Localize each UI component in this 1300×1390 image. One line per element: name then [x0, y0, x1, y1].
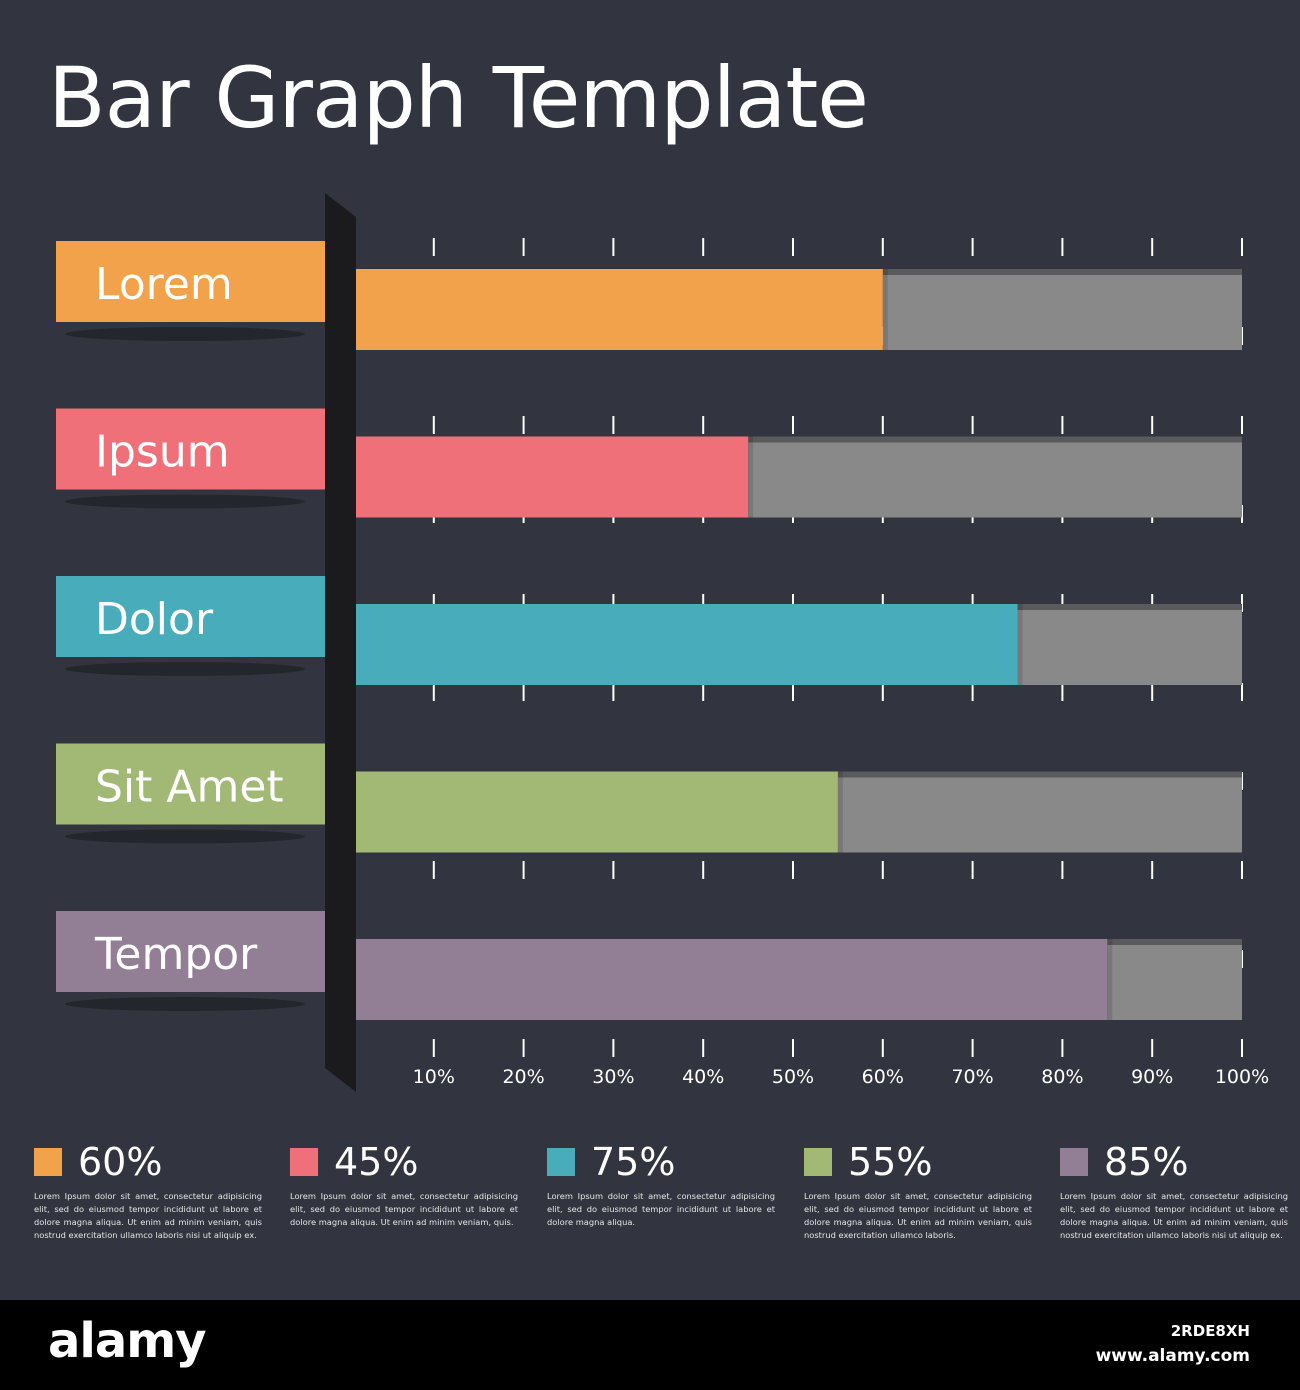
- bar-chart: Lorem Ipsum Dolor Sit Amet Tempor 10% 20% 30% 40…: [56, 193, 1269, 1092]
- category-label: Lorem: [95, 259, 233, 310]
- bar-edge-shadow: [837, 771, 843, 853]
- legend-value-3: 75%: [591, 1140, 676, 1184]
- axis-spine: [325, 193, 356, 1092]
- legend-value-4: 55%: [848, 1140, 933, 1184]
- legend-item-5: 85% Lorem Ipsum dolor sit amet, consecte…: [1060, 1138, 1288, 1242]
- legend-item-1: 60% Lorem Ipsum dolor sit amet, consecte…: [34, 1138, 262, 1242]
- chart-title: Bar Graph Template: [48, 49, 869, 147]
- legend-swatch-4: [804, 1148, 832, 1176]
- brand-logo: alamy: [48, 1313, 207, 1369]
- legend-value-5: 85%: [1104, 1140, 1189, 1184]
- category-label-box: [56, 743, 326, 825]
- site-url: www.alamy.com: [1095, 1346, 1250, 1366]
- bar-2: [356, 436, 749, 518]
- label-shadow: [65, 662, 305, 676]
- bar-4: [356, 771, 838, 853]
- bar-5: [356, 939, 1108, 1020]
- legend-value-1: 60%: [78, 1140, 163, 1184]
- category-label: Tempor: [94, 929, 258, 980]
- legend: 60% Lorem Ipsum dolor sit amet, consecte…: [34, 1138, 1288, 1258]
- bar-edge-shadow: [748, 436, 754, 518]
- legend-description-5: Lorem Ipsum dolor sit amet, consectetur …: [1060, 1191, 1288, 1240]
- bar-remainder-top: [1107, 939, 1242, 945]
- x-tick-label-2: 20%: [502, 1066, 544, 1088]
- bar-remainder-top: [882, 269, 1242, 275]
- bar-1: [356, 269, 883, 350]
- bar-edge-shadow: [1107, 939, 1113, 1020]
- label-shadow: [65, 829, 305, 844]
- legend-swatch-2: [290, 1148, 318, 1176]
- category-label: Sit Amet: [95, 762, 284, 813]
- x-tick-label-4: 40%: [682, 1066, 724, 1088]
- category-label-box: [56, 241, 326, 322]
- bar-edge-shadow: [1017, 604, 1023, 685]
- legend-item-4: 55% Lorem Ipsum dolor sit amet, consecte…: [804, 1138, 1032, 1242]
- legend-value-2: 45%: [334, 1140, 419, 1184]
- legend-swatch-5: [1060, 1148, 1088, 1176]
- bar-remainder: [1017, 604, 1242, 685]
- image-id: 2RDE8XH: [1170, 1322, 1250, 1340]
- x-tick-label-9: 90%: [1131, 1066, 1173, 1088]
- legend-swatch-3: [547, 1148, 575, 1176]
- legend-swatch-1: [34, 1148, 62, 1176]
- x-tick-label-8: 80%: [1041, 1066, 1083, 1088]
- bar-remainder-top: [1017, 604, 1242, 610]
- category-label-box: [56, 911, 326, 992]
- bar-remainder: [748, 436, 1242, 518]
- bar-remainder: [882, 269, 1242, 350]
- category-label: Dolor: [95, 594, 214, 645]
- category-label: Ipsum: [95, 427, 230, 478]
- bar-remainder-top: [748, 436, 1242, 443]
- x-tick-label-1: 10%: [413, 1066, 455, 1088]
- label-shadow: [65, 327, 305, 341]
- category-label-box: [56, 408, 326, 490]
- x-tick-label-6: 60%: [862, 1066, 904, 1088]
- x-tick-label-10: 100%: [1215, 1066, 1269, 1088]
- bar-remainder: [837, 771, 1242, 853]
- footer-bar: alamy 2RDE8XH www.alamy.com: [0, 1300, 1300, 1390]
- label-shadow: [65, 997, 305, 1011]
- bar-remainder-top: [837, 771, 1242, 778]
- x-tick-label-5: 50%: [772, 1066, 814, 1088]
- x-tick-label-7: 70%: [951, 1066, 993, 1088]
- label-shadow: [65, 494, 305, 509]
- bar-edge-shadow: [882, 269, 888, 350]
- legend-description-4: Lorem Ipsum dolor sit amet, consectetur …: [804, 1191, 1032, 1240]
- legend-item-3: 75% Lorem Ipsum dolor sit amet, consecte…: [547, 1138, 775, 1229]
- bar-remainder: [1107, 939, 1242, 1020]
- legend-description-3: Lorem Ipsum dolor sit amet, consectetur …: [547, 1191, 775, 1227]
- legend-description-2: Lorem Ipsum dolor sit amet, consectetur …: [290, 1191, 518, 1227]
- legend-item-2: 45% Lorem Ipsum dolor sit amet, consecte…: [290, 1138, 518, 1229]
- bar-3: [356, 604, 1018, 685]
- x-tick-label-3: 30%: [592, 1066, 634, 1088]
- category-label-box: [56, 576, 326, 657]
- legend-description-1: Lorem Ipsum dolor sit amet, consectetur …: [34, 1191, 262, 1240]
